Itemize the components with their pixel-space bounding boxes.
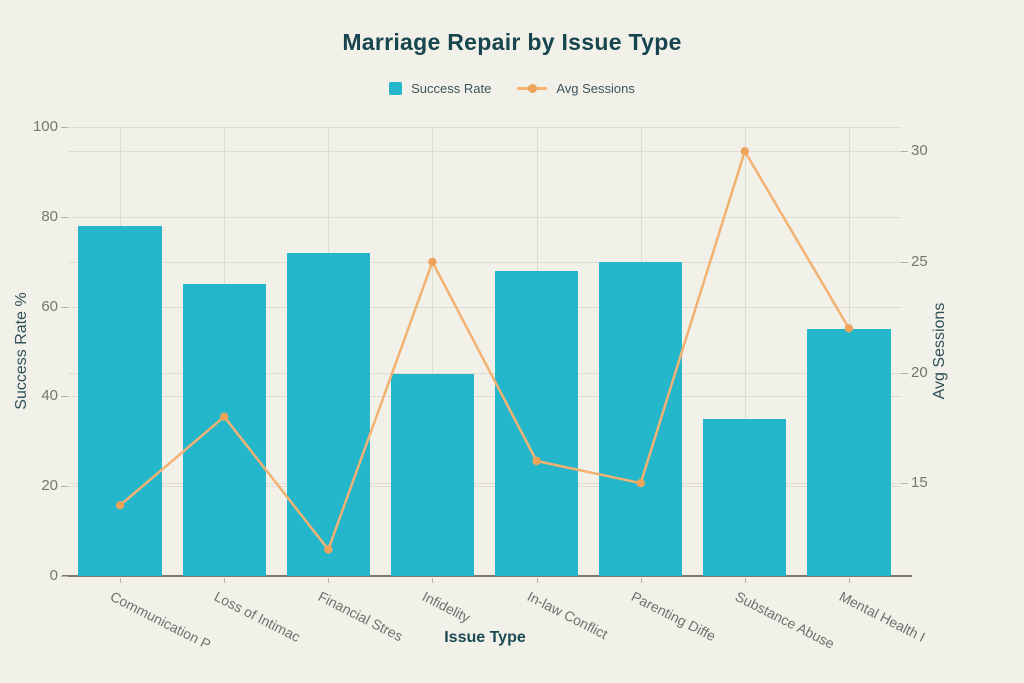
y-tick-label-right: 30 xyxy=(911,142,928,160)
gridline-h xyxy=(68,216,901,218)
legend-item-success-rate[interactable]: Success Rate xyxy=(389,81,491,96)
gridline-h xyxy=(68,372,901,374)
legend-item-avg-sessions[interactable]: Avg Sessions xyxy=(517,81,635,96)
gridline-h xyxy=(68,151,901,153)
category-label: Loss of Intimac xyxy=(211,588,304,646)
y-tick-right xyxy=(901,483,908,485)
y-tick-label-left: 60 xyxy=(41,297,58,315)
bar-loss-of-intimac[interactable] xyxy=(182,284,266,576)
category-label: Infidelity xyxy=(420,588,474,626)
data-point-marker[interactable] xyxy=(532,456,541,466)
gridline-h xyxy=(68,127,901,128)
category-label: Mental Health I xyxy=(836,588,928,646)
data-point-marker[interactable] xyxy=(115,501,125,510)
bar-financial-stres[interactable] xyxy=(286,252,370,576)
legend: Success Rate Avg Sessions xyxy=(0,81,1024,96)
x-tick-mark xyxy=(640,578,642,583)
x-tick-mark xyxy=(848,578,850,583)
gridline-h xyxy=(68,306,901,308)
gridline-h xyxy=(68,396,901,398)
avg-sessions-line xyxy=(119,150,850,551)
gridline-h xyxy=(68,261,901,263)
bar-infidelity[interactable] xyxy=(390,373,475,576)
chart-title: Marriage Repair by Issue Type xyxy=(342,29,682,55)
bar-in-law-conflict[interactable] xyxy=(494,270,579,576)
bar-mental-health-i[interactable] xyxy=(807,329,891,576)
category-label: Substance Abuse xyxy=(732,588,837,652)
y-axis-left-title: Success Rate % xyxy=(13,292,30,410)
bar-substance-abuse[interactable] xyxy=(703,418,787,576)
gridline-v xyxy=(744,127,746,576)
x-tick-mark xyxy=(120,578,122,583)
data-point-marker[interactable] xyxy=(324,545,333,554)
legend-label-success-rate: Success Rate xyxy=(411,81,492,96)
x-tick-mark xyxy=(744,578,746,583)
y-tick-left xyxy=(61,396,68,398)
category-label: Communication P xyxy=(107,588,214,653)
x-tick-mark xyxy=(432,578,434,583)
y-tick-label-right: 25 xyxy=(911,252,928,270)
gridline-h xyxy=(68,483,901,485)
y-tick-right xyxy=(901,261,908,263)
y-tick-label-right: 15 xyxy=(911,474,928,492)
line-swatch-icon xyxy=(517,84,548,93)
y-tick-left xyxy=(61,216,68,218)
y-tick-right xyxy=(901,372,908,374)
y-tick-left xyxy=(61,486,68,488)
y-tick-label-left: 100 xyxy=(32,118,58,135)
x-tick-mark xyxy=(536,578,538,583)
y-tick-left xyxy=(61,306,68,308)
y-tick-label-left: 20 xyxy=(41,477,58,495)
y-tick-label-left: 40 xyxy=(41,387,58,405)
data-point-marker[interactable] xyxy=(844,324,854,333)
y-tick-left xyxy=(61,576,68,577)
y-tick-label-left: 0 xyxy=(49,567,58,584)
bar-swatch-icon xyxy=(389,82,403,95)
avg-sessions-line-layer xyxy=(115,147,854,554)
gridline-v xyxy=(432,127,434,576)
line-marker-icon xyxy=(528,84,538,93)
x-tick-mark xyxy=(328,578,330,583)
bar-communication-p[interactable] xyxy=(78,225,162,576)
y-tick-left xyxy=(61,127,68,128)
bar-parenting-diffe[interactable] xyxy=(599,261,683,576)
gridline-h xyxy=(68,486,901,488)
data-point-marker[interactable] xyxy=(740,147,749,156)
y-tick-right xyxy=(901,151,908,153)
x-axis-line xyxy=(62,575,912,577)
legend-label-avg-sessions: Avg Sessions xyxy=(556,81,635,96)
category-label: Parenting Diffe xyxy=(628,588,718,645)
data-point-marker[interactable] xyxy=(428,257,437,267)
y-tick-label-left: 80 xyxy=(41,207,58,225)
y-tick-label-right: 20 xyxy=(911,363,928,381)
x-axis-title: Issue Type xyxy=(444,629,526,646)
x-tick-mark xyxy=(224,578,226,583)
data-point-marker[interactable] xyxy=(220,412,229,421)
data-point-marker[interactable] xyxy=(636,478,645,488)
y-axis-right-title: Avg Sessions xyxy=(931,302,948,400)
